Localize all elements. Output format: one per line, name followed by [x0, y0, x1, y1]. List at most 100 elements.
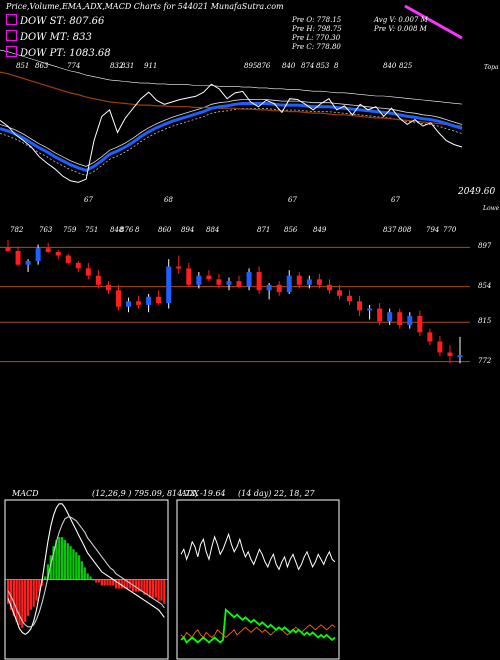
candle-top-label: 849 — [313, 226, 327, 234]
candle-body — [35, 248, 41, 262]
macd-hist-bar — [163, 579, 166, 604]
ohlc-low: Pre L: 770.30 — [292, 34, 341, 42]
macd-hist-bar — [52, 546, 55, 580]
legend-item-mt: DOW MT: 833 — [6, 30, 92, 43]
legend-item-st: DOW ST: 807.66 — [6, 14, 104, 27]
macd-hist-bar — [92, 579, 95, 581]
macd-hist-bar — [21, 579, 24, 628]
candle-top-label: 763 — [39, 226, 53, 234]
price-top-label: 825 — [399, 62, 413, 70]
candle-top-label: 884 — [206, 226, 220, 234]
macd-hist-bar — [97, 579, 101, 583]
candle-top-label: 876 — [120, 226, 134, 234]
candle-level-label: 772 — [478, 356, 492, 365]
macd-hist-bar — [80, 561, 84, 580]
candle-body — [347, 295, 353, 302]
price-top-label: 874 — [301, 62, 315, 70]
macd-hist-bar — [75, 552, 78, 580]
macd-hist-bar — [143, 579, 146, 595]
candle-body — [15, 250, 21, 265]
price-bottom-label: 67 — [391, 196, 400, 204]
candle-body — [156, 296, 162, 304]
candle-top-label: 751 — [85, 226, 99, 234]
price-panel — [0, 4, 463, 183]
macd-hist-bar — [38, 579, 41, 592]
candle-body — [176, 266, 182, 269]
candle-body — [146, 296, 152, 305]
candle-body — [326, 284, 332, 291]
ema-long-line — [0, 99, 463, 167]
candle-body — [387, 312, 393, 322]
candle-top-label: 782 — [10, 226, 24, 234]
candle-body — [85, 268, 91, 276]
macd-hist-bar — [126, 579, 129, 589]
candle-body — [55, 251, 61, 256]
candle-top-label: 8 — [135, 226, 140, 234]
macd-line — [7, 503, 165, 636]
ohlc-high: Pre H: 798.75 — [292, 25, 342, 33]
price-top-label: 8 — [334, 62, 339, 70]
macd-hist-bar — [24, 579, 27, 622]
ema-upper-line — [0, 49, 463, 105]
macd-hist-bar — [100, 579, 103, 586]
candle-level-label: 854 — [478, 281, 492, 290]
price-top-label: 911 — [144, 62, 158, 70]
macd-hist-bar — [157, 579, 160, 601]
macd-hist-bar — [148, 579, 152, 598]
candle-body — [407, 315, 413, 326]
ema-mid-line — [0, 108, 463, 176]
legend-swatch — [6, 14, 17, 25]
candle-body — [226, 281, 232, 285]
adx-line — [180, 532, 336, 571]
macd-panel — [4, 499, 169, 660]
candle-body — [136, 301, 142, 305]
macd-hist-bar — [89, 576, 92, 580]
macd-hist-bar — [140, 579, 143, 592]
candle-body — [216, 279, 222, 285]
legend-item-pt: DOW PT: 1083.68 — [6, 46, 111, 59]
candle-body — [296, 275, 302, 285]
candle-body — [196, 275, 202, 285]
di-plus-line — [180, 607, 336, 644]
candle-top-label: 860 — [158, 226, 172, 234]
macd-hist-bar — [77, 555, 81, 580]
macd-hist-bar — [72, 549, 75, 580]
candle-body — [306, 279, 312, 285]
candle-body — [357, 301, 363, 311]
price-bottom-label: 67 — [288, 196, 297, 204]
macd-hist-bar — [55, 540, 58, 580]
price-top-label: 840 — [282, 62, 296, 70]
adx-panel — [176, 499, 340, 660]
candle-body — [166, 266, 172, 304]
candle-top-label: 808 — [398, 226, 412, 234]
adx-title: ADX — [181, 489, 199, 498]
candle-body — [236, 281, 242, 287]
ema-slow-line — [0, 71, 463, 127]
candle-body — [276, 284, 282, 293]
adx-values: (14 day) 22, 18, 27 — [238, 489, 315, 498]
candle-top-label: 871 — [257, 226, 271, 234]
legend-label: DOW ST: 807.66 — [20, 16, 105, 27]
candle-body — [417, 315, 423, 333]
macd-title: MACD — [12, 489, 39, 498]
avg-volume: Avg V: 0.007 M — [374, 16, 428, 24]
candle-body — [397, 312, 403, 326]
candle-body — [115, 290, 121, 307]
ema-fast-line — [0, 102, 463, 173]
macd-hist-bar — [60, 537, 64, 580]
price-top-label: 832 — [110, 62, 124, 70]
macd-hist-bar — [112, 579, 115, 586]
macd-hist-bar — [146, 579, 149, 595]
candle-body — [447, 352, 453, 357]
candle-body — [5, 247, 11, 251]
candle-body — [25, 261, 31, 265]
macd-hist-bar — [43, 576, 47, 580]
macd-hist-bar — [129, 579, 132, 589]
macd-hist-bar — [109, 579, 112, 586]
macd-hist-bar — [151, 579, 155, 598]
chart-title: Price,Volume,EMA,ADX,MACD Charts for 544… — [6, 2, 284, 11]
price-top-label: 853 — [316, 62, 330, 70]
macd-hist-bar — [15, 579, 18, 622]
macd-hist-bar — [26, 579, 30, 616]
ohlc-close: Pre C: 778.80 — [292, 43, 341, 51]
